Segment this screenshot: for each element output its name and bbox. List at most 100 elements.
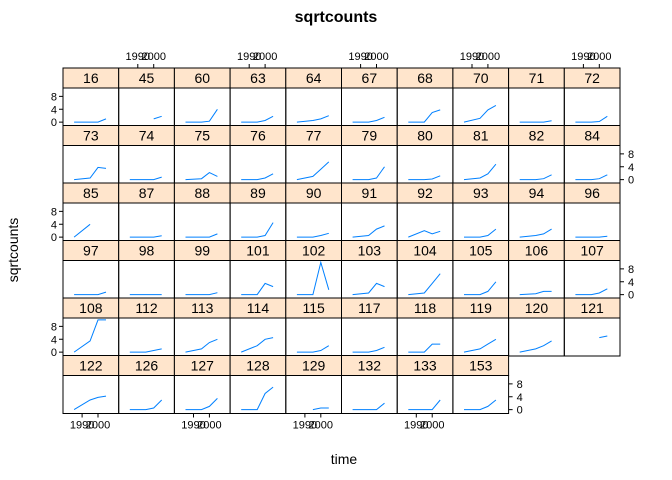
panel-81: 81	[452, 125, 510, 184]
plot-area	[563, 260, 621, 299]
series-line	[129, 399, 163, 411]
strip-label: 85	[83, 185, 99, 201]
panel-87: 87	[118, 182, 175, 242]
strip-label: 115	[302, 300, 325, 316]
y-tick-label: 4	[628, 277, 634, 289]
series-line	[352, 166, 385, 181]
series-line	[241, 337, 274, 353]
strip-label: 106	[525, 243, 549, 259]
panel-94: 94	[508, 182, 565, 242]
plot-area	[118, 317, 175, 357]
y-tick-label: 0	[51, 347, 57, 359]
plot-area	[452, 260, 510, 299]
panel-101: 101	[229, 240, 287, 299]
panel-120: 120	[508, 297, 565, 357]
strip-label: 75	[194, 128, 210, 144]
strip-label: 103	[358, 243, 382, 259]
x-tick-label: 1990	[571, 51, 595, 63]
y-tick-label: 0	[51, 117, 57, 129]
plot-area	[508, 87, 565, 127]
strip-label: 119	[470, 300, 493, 316]
strip-label: 127	[191, 358, 215, 374]
plot-area	[452, 87, 510, 127]
plot-area	[341, 317, 398, 357]
series-line	[241, 282, 274, 296]
series-line	[519, 228, 552, 238]
panel-122: 122	[62, 355, 120, 414]
strip-label: 114	[247, 300, 270, 316]
panel-153: 153	[452, 355, 510, 414]
plot-area	[396, 202, 454, 242]
series-line	[464, 228, 497, 238]
plot-area	[508, 317, 565, 357]
series-line	[464, 399, 497, 411]
plot-area	[396, 87, 454, 127]
plot-area	[62, 260, 120, 299]
series-line	[408, 109, 441, 123]
strip-label: 113	[191, 300, 214, 316]
panel-128: 128	[229, 355, 287, 414]
series-line	[312, 407, 329, 411]
panel-119: 119	[452, 297, 510, 357]
x-tick-label: 1990	[70, 420, 94, 432]
plot-area	[62, 375, 120, 414]
panel-104: 104	[396, 240, 454, 299]
panel-84: 84	[563, 125, 621, 184]
panel-68: 68	[396, 67, 454, 127]
series-line	[408, 175, 441, 181]
series-line	[73, 319, 106, 353]
series-line	[74, 291, 107, 296]
plot-area	[229, 145, 287, 184]
strip-label: 153	[469, 358, 493, 374]
strip-label: 82	[529, 128, 545, 144]
strip-label: 126	[135, 358, 159, 374]
y-tick-label: 8	[628, 149, 634, 161]
strip-label: 63	[250, 70, 266, 86]
panel-118: 118	[396, 297, 454, 357]
strip-label: 74	[139, 128, 155, 144]
series-line	[241, 115, 274, 123]
panel-108: 108	[62, 297, 120, 357]
strip-label: 87	[139, 185, 155, 201]
series-line	[599, 335, 608, 339]
panel-97: 97	[62, 240, 120, 299]
strip-label: 92	[417, 185, 433, 201]
series-line	[575, 235, 608, 238]
panel-113: 113	[173, 297, 231, 357]
y-tick-label: 4	[51, 219, 57, 231]
plot-area	[173, 202, 231, 242]
axis-ticks: 1990200019902000199020001990200019902000…	[51, 51, 634, 432]
y-tick-label: 4	[628, 162, 634, 174]
panel-126: 126	[118, 355, 175, 414]
series-line	[185, 172, 218, 181]
panel-107: 107	[563, 240, 621, 299]
series-line	[296, 345, 330, 353]
x-tick-label: 1990	[237, 51, 261, 63]
strip-label: 16	[83, 70, 99, 86]
panel-75: 75	[173, 125, 231, 184]
plot-area	[563, 87, 621, 127]
series-line	[185, 233, 218, 238]
x-tick-label: 2000	[197, 420, 221, 432]
panel-60: 60	[173, 67, 231, 127]
strip-label: 45	[139, 70, 155, 86]
strip-label: 91	[362, 185, 378, 201]
x-tick-label: 2000	[476, 51, 500, 63]
strip-label: 102	[302, 243, 326, 259]
strip-label: 129	[302, 358, 326, 374]
panel-70: 70	[452, 67, 510, 127]
series-line	[129, 348, 162, 353]
y-tick-label: 0	[51, 232, 57, 244]
strip-label: 84	[584, 128, 600, 144]
plot-area	[173, 260, 231, 299]
series-line	[241, 173, 274, 181]
strip-label: 70	[473, 70, 489, 86]
panel-127: 127	[173, 355, 231, 414]
strip-label: 72	[584, 70, 600, 86]
strip-label: 121	[580, 300, 604, 316]
panel-102: 102	[285, 240, 342, 299]
y-tick-label: 0	[517, 405, 523, 417]
y-tick-label: 4	[517, 392, 523, 404]
x-tick-label: 2000	[364, 51, 388, 63]
